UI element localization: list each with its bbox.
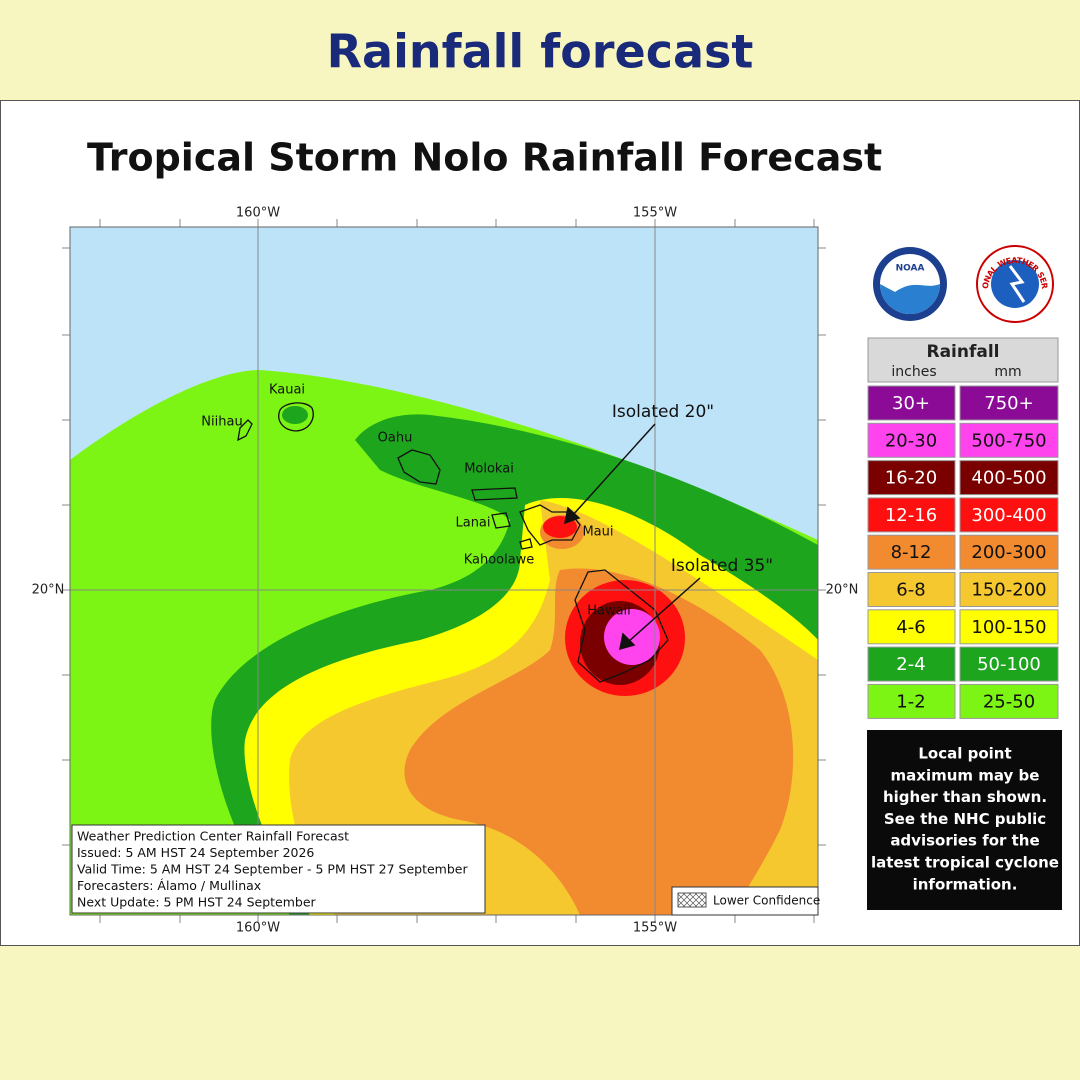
island-label: Hawaii: [587, 604, 631, 619]
legend-unit: mm: [994, 364, 1021, 380]
info-line: Weather Prediction Center Rainfall Forec…: [77, 829, 349, 844]
legend-mm: 150-200: [971, 580, 1046, 601]
info-box: [71, 824, 486, 914]
note-line: maximum may be: [891, 766, 1040, 784]
lon-label: 160°W: [236, 206, 280, 221]
island-label: Kahoolawe: [464, 553, 535, 568]
legend-inches: 8-12: [891, 542, 932, 563]
legend-swatch: [867, 534, 956, 570]
lon-label: 155°W: [633, 921, 677, 936]
legend-inches: 30+: [892, 393, 930, 414]
legend-inches: 12-16: [885, 505, 937, 526]
note-line: latest tropical cyclone: [871, 854, 1059, 872]
legend-title: Rainfall: [926, 342, 999, 362]
legend-swatch: [959, 572, 1059, 607]
lat-label: 20°N: [32, 583, 65, 598]
legend-unit: inches: [891, 364, 936, 380]
island-outlines: [237, 402, 669, 683]
noaa-logo: [873, 247, 947, 321]
lat-label: 20°N: [826, 583, 859, 598]
legend-swatch: [959, 534, 1059, 570]
legend-swatch: [959, 497, 1059, 533]
note-line: higher than shown.: [883, 788, 1047, 806]
legend-mm: 100-150: [971, 617, 1046, 638]
legend-inches: 6-8: [896, 580, 925, 601]
island-label: Lanai: [455, 516, 490, 531]
annotation: Isolated 20": [612, 402, 714, 422]
confidence-swatch: [677, 892, 707, 908]
legend-swatch: [959, 385, 1059, 421]
note-line: advisories for the: [890, 832, 1039, 850]
legend-inches: 1-2: [896, 691, 925, 712]
noaa-text: NOAA: [896, 264, 925, 274]
legend-mm: 200-300: [971, 542, 1046, 563]
info-line: Valid Time: 5 AM HST 24 September - 5 PM…: [77, 862, 468, 877]
info-line: Next Update: 5 PM HST 24 September: [77, 895, 317, 910]
legend-swatch: [867, 422, 956, 458]
legend-swatch: [959, 683, 1059, 719]
island-label: Kauai: [269, 383, 305, 398]
legend-swatch: [867, 646, 956, 682]
legend-swatch: [959, 646, 1059, 682]
legend-swatch: [867, 572, 956, 607]
lon-label: 155°W: [633, 206, 677, 221]
legend-inches: 16-20: [885, 468, 937, 489]
island-label: Maui: [582, 525, 613, 540]
legend-swatch: [867, 683, 956, 719]
legend-swatch: [867, 497, 956, 533]
legend-swatch: [867, 609, 956, 645]
legend-swatch: [867, 385, 956, 421]
lon-label: 160°W: [236, 921, 280, 936]
legend-swatch: [867, 460, 956, 496]
legend-inches: 2-4: [896, 654, 925, 675]
legend-swatch: [959, 609, 1059, 645]
info-line: Issued: 5 AM HST 24 September 2026: [77, 845, 314, 860]
map-frame: [69, 226, 819, 916]
map-fill: [70, 227, 818, 915]
legend-mm: 300-400: [971, 505, 1046, 526]
island-label: Molokai: [464, 462, 514, 477]
island-label: Oahu: [378, 431, 413, 446]
legend-swatch: [959, 422, 1059, 458]
annotation: Isolated 35": [671, 556, 773, 576]
island-label: Niihau: [201, 415, 242, 430]
legend-header: [867, 337, 1059, 383]
note-box: [867, 730, 1062, 910]
nws-logo: [976, 245, 1054, 323]
legend-mm: 400-500: [971, 468, 1046, 489]
page-title: Rainfall forecast: [327, 25, 754, 79]
legend-mm: 25-50: [983, 691, 1035, 712]
legend-mm: 500-750: [971, 430, 1046, 451]
legend-swatch: [959, 460, 1059, 496]
legend-mm: 50-100: [977, 654, 1041, 675]
note-line: Local point: [918, 745, 1011, 763]
note-line: See the NHC public: [884, 810, 1046, 828]
confidence-label: Lower Confidence: [713, 894, 820, 908]
graticule: [62, 219, 826, 923]
legend-inches: 4-6: [896, 617, 925, 638]
note-line: information.: [913, 875, 1018, 893]
legend-mm: 750+: [984, 393, 1033, 414]
legend-inches: 20-30: [885, 430, 937, 451]
map-title: Tropical Storm Nolo Rainfall Forecast: [87, 136, 882, 180]
info-line: Forecasters: Álamo / Mullinax: [77, 878, 261, 893]
annotation-arrows: [564, 423, 701, 651]
